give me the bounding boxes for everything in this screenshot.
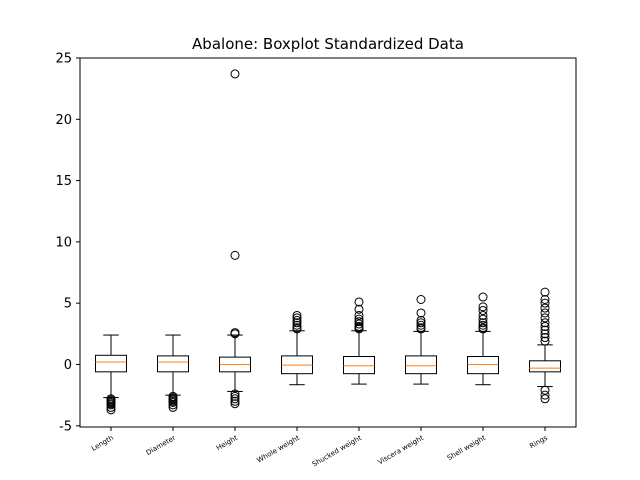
outlier-point — [416, 323, 426, 333]
y-tick-label: -5 — [59, 419, 72, 434]
outlier-point — [106, 400, 116, 410]
outlier-point — [354, 321, 364, 331]
y-tick-label: 10 — [55, 235, 72, 250]
outlier-point — [230, 399, 240, 409]
outlier-point — [416, 315, 426, 325]
outlier-point — [416, 295, 426, 305]
outlier-point — [354, 319, 364, 329]
outlier-point — [540, 298, 550, 308]
outlier-point — [106, 405, 116, 415]
outlier-point — [478, 323, 488, 333]
box — [529, 360, 561, 373]
outlier-point — [354, 310, 364, 320]
outlier-point — [230, 69, 240, 79]
outlier-point — [540, 390, 550, 400]
box-group — [529, 287, 561, 404]
outlier-point — [540, 336, 550, 346]
outlier-point — [540, 321, 550, 331]
outlier-point — [292, 318, 302, 328]
outlier-point — [292, 320, 302, 330]
box — [405, 355, 437, 375]
box-group — [157, 334, 189, 412]
box-group — [219, 69, 251, 409]
outlier-point — [416, 308, 426, 318]
y-tick-label: 15 — [55, 174, 72, 189]
chart-title: Abalone: Boxplot Standardized Data — [192, 35, 464, 53]
y-axis: -5 0 5 10 15 20 25 — [55, 52, 80, 434]
y-tick-label: 5 — [64, 297, 72, 312]
y-tick-label: 20 — [55, 113, 72, 128]
box-group — [95, 334, 127, 415]
outlier-point — [478, 320, 488, 330]
outlier-point — [478, 302, 488, 312]
outlier-point — [354, 297, 364, 307]
outlier-point — [540, 287, 550, 297]
outlier-point — [106, 402, 116, 412]
outlier-point — [478, 306, 488, 316]
outlier-point — [540, 313, 550, 323]
outlier-point — [168, 400, 178, 410]
outlier-point — [230, 389, 240, 399]
outlier-point — [540, 318, 550, 328]
outlier-point — [478, 318, 488, 328]
box — [95, 354, 127, 373]
box — [343, 356, 375, 375]
outlier-point — [292, 315, 302, 325]
box — [157, 355, 189, 373]
outlier-point — [230, 396, 240, 406]
plot-frame — [79, 57, 577, 428]
outlier-point — [540, 394, 550, 404]
box-group — [343, 297, 375, 385]
box-series — [95, 69, 561, 415]
outlier-point — [354, 314, 364, 324]
outlier-point — [354, 304, 364, 314]
outlier-point — [230, 394, 240, 404]
outlier-point — [478, 314, 488, 324]
y-tick-label: 0 — [64, 358, 72, 373]
outlier-point — [416, 320, 426, 330]
outlier-point — [230, 329, 240, 339]
outlier-point — [168, 397, 178, 407]
outlier-point — [540, 325, 550, 335]
outlier-point — [540, 385, 550, 395]
outlier-point — [478, 292, 488, 302]
outlier-point — [540, 333, 550, 343]
outlier-point — [354, 317, 364, 327]
box — [467, 356, 499, 375]
outlier-point — [292, 310, 302, 320]
box-group — [405, 295, 437, 385]
outlier-point — [230, 250, 240, 260]
outlier-point — [292, 313, 302, 323]
box-group — [467, 292, 499, 386]
outlier-point — [540, 329, 550, 339]
outlier-point — [540, 303, 550, 313]
outlier-point — [292, 323, 302, 333]
box-group — [281, 310, 313, 386]
outlier-point — [540, 308, 550, 318]
outlier-point — [416, 318, 426, 328]
outlier-point — [230, 391, 240, 401]
y-tick-label: 25 — [55, 52, 72, 67]
outlier-point — [168, 402, 178, 412]
outlier-point — [540, 295, 550, 305]
outlier-point — [478, 310, 488, 320]
